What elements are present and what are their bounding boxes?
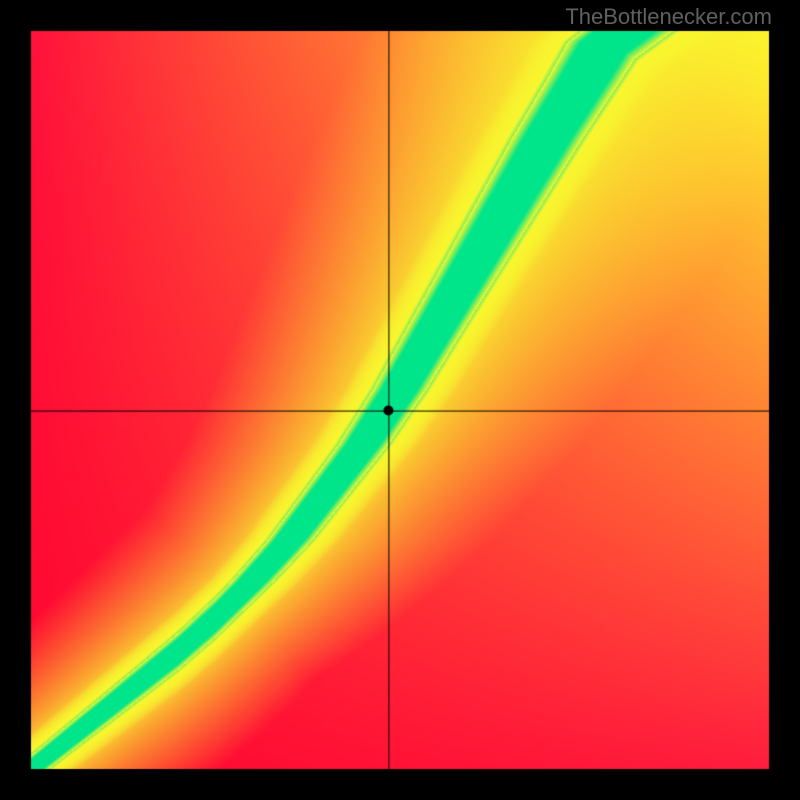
bottleneck-heatmap: [0, 0, 800, 800]
chart-container: TheBottlenecker.com: [0, 0, 800, 800]
watermark-text: TheBottlenecker.com: [565, 4, 772, 30]
